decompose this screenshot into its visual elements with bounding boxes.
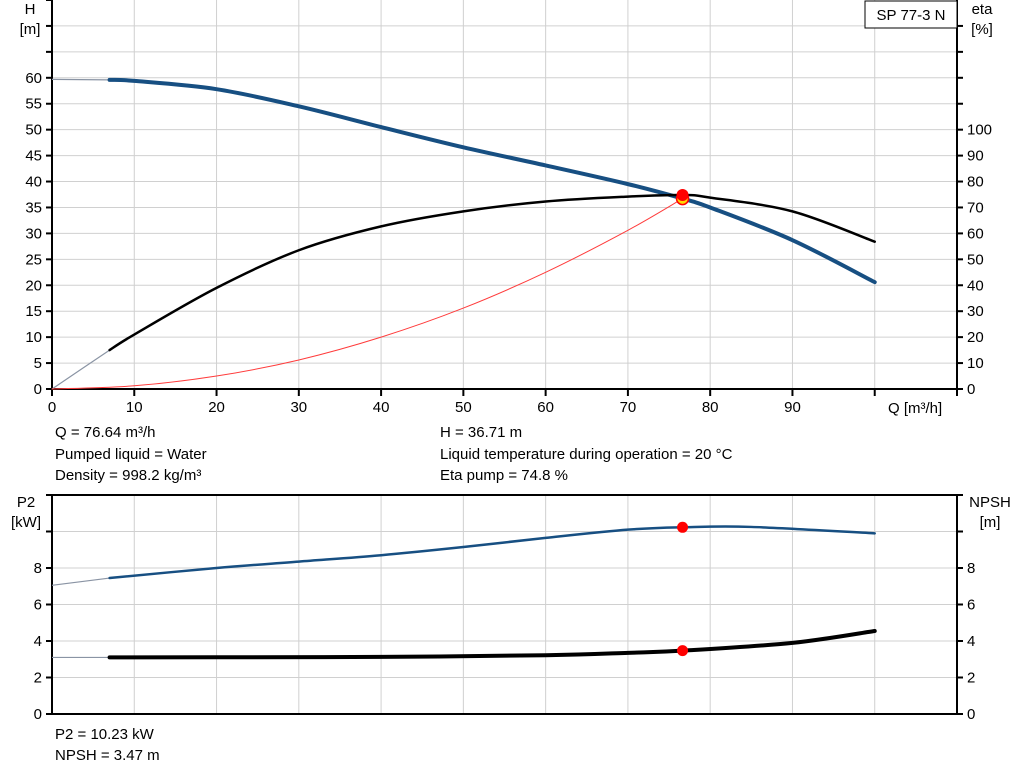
left-axis-title: [kW]: [11, 514, 41, 531]
x-axis-label: Q [m³/h]: [888, 400, 942, 417]
y2-tick-label: 2: [967, 670, 975, 687]
x-tick-label: 10: [126, 399, 143, 416]
y2-tick-label: 30: [967, 303, 984, 320]
right-axis-title: eta: [972, 1, 994, 18]
y2-tick-label: 10: [967, 355, 984, 372]
y-tick-label: 25: [25, 251, 42, 268]
y2-tick-label: 90: [967, 148, 984, 165]
x-tick-label: 0: [48, 399, 56, 416]
head-extrapolated-line: [51, 78, 110, 81]
y-tick-label: 8: [34, 560, 42, 577]
x-tick-label: 20: [208, 399, 225, 416]
y-tick-label: 50: [25, 122, 42, 139]
y2-tick-label: 70: [967, 199, 984, 216]
eta-extrapolated-line: [51, 349, 110, 390]
performance-chart: 0 5 10 15 20 25 30 35 40 45 50 55 60 0 10 20 30 40 50 60 70 8…: [20, 0, 994, 416]
y2-tick-label: 6: [967, 597, 975, 614]
y2-tick-label: 8: [967, 560, 975, 577]
y2-tick-label: 40: [967, 277, 984, 294]
x-tick-label: 70: [620, 399, 637, 416]
right-axis-title: [m]: [980, 514, 1001, 531]
x-tick-label: 40: [373, 399, 390, 416]
npsh-curve: [107, 628, 877, 660]
info-q: Q = 76.64 m³/h: [55, 424, 156, 441]
system-curve: [51, 198, 684, 390]
x-tick-label: 80: [702, 399, 719, 416]
duty-point-eta: [676, 189, 689, 202]
legend-box: [864, 0, 958, 29]
y-tick-label: 40: [25, 174, 42, 191]
info-h: H = 36.71 m: [440, 424, 523, 441]
y-tick-label: 0: [34, 706, 42, 723]
left-axis-title: [m]: [20, 21, 41, 38]
y-tick-label: 20: [25, 277, 42, 294]
p2-curve: [108, 525, 876, 580]
x-tick-label: 30: [290, 399, 307, 416]
x-tick-label: 50: [455, 399, 472, 416]
y-tick-label: 35: [25, 199, 42, 216]
head-curve: [107, 77, 877, 285]
info-temp: Liquid temperature during operation = 20…: [440, 446, 733, 463]
y2-tick-label: 4: [967, 633, 975, 650]
info-density: Density = 998.2 kg/m³: [55, 467, 202, 484]
y-tick-label: 5: [34, 355, 42, 372]
info-npsh: NPSH = 3.47 m: [55, 747, 160, 764]
p2-extrapolated-line: [51, 577, 110, 586]
y2-tick-label: 60: [967, 225, 984, 242]
y2-tick-label: 50: [967, 251, 984, 268]
eta-curve: [108, 193, 876, 352]
x-tick-label: 90: [784, 399, 801, 416]
y-tick-label: 55: [25, 96, 42, 113]
y2-tick-label: 20: [967, 329, 984, 346]
info-liquid: Pumped liquid = Water: [55, 446, 207, 463]
left-axis-title: H: [25, 1, 36, 18]
y-tick-label: 15: [25, 303, 42, 320]
y2-tick-label: 0: [967, 381, 975, 398]
power-npsh-chart: 0 2 4 6 8 0 2 4 6 8 P2 [kW] NPSH [m]: [11, 494, 1011, 723]
y2-tick-label: 100: [967, 122, 992, 139]
x-tick-label: 60: [537, 399, 554, 416]
y-tick-label: 0: [34, 381, 42, 398]
legend-box-label: SP 77-3 N: [877, 7, 946, 24]
y-tick-label: 4: [34, 633, 42, 650]
y-tick-label: 2: [34, 670, 42, 687]
y2-tick-label: 80: [967, 174, 984, 191]
y-tick-label: 6: [34, 597, 42, 614]
left-axis-title: P2: [17, 494, 35, 511]
y-tick-label: 60: [25, 70, 42, 87]
duty-point-p2: [677, 521, 689, 533]
info-eta: Eta pump = 74.8 %: [440, 467, 568, 484]
y2-tick-label: 0: [967, 706, 975, 723]
y-tick-label: 10: [25, 329, 42, 346]
y-tick-label: 30: [25, 225, 42, 242]
duty-point-npsh: [677, 645, 689, 657]
right-axis-title: [%]: [971, 21, 993, 38]
y-tick-label: 45: [25, 148, 42, 165]
right-axis-title: NPSH: [969, 494, 1011, 511]
info-p2: P2 = 10.23 kW: [55, 726, 154, 743]
